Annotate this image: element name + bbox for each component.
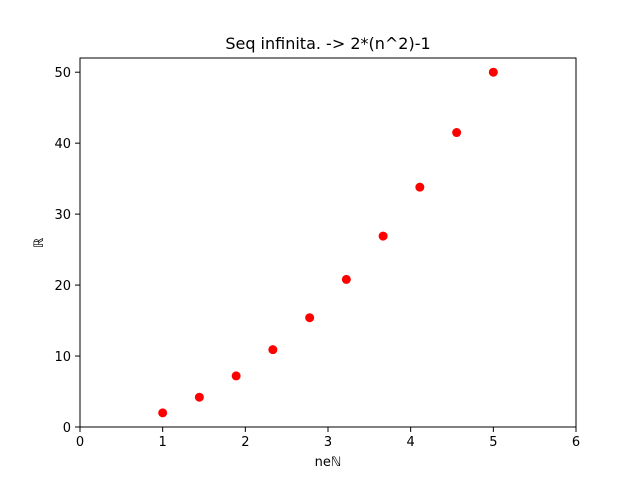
- axis-ticks: 0 1 2 3 4 5 6 0 10 20 30 40 50: [54, 66, 580, 450]
- y-tick-label: 30: [54, 208, 71, 223]
- data-point: [268, 345, 278, 355]
- x-tick-label: 5: [489, 435, 497, 450]
- data-point: [194, 392, 204, 402]
- plot-area: [79, 57, 577, 428]
- data-point: [341, 274, 351, 284]
- data-points: [158, 67, 498, 418]
- x-tick-label: 3: [324, 435, 332, 450]
- plot-frame: [79, 57, 577, 428]
- data-point: [452, 128, 462, 138]
- x-tick-label: 2: [241, 435, 249, 450]
- data-point: [158, 408, 168, 418]
- data-point: [231, 371, 241, 381]
- chart-title: Seq infinita. -> 2*(n^2)-1: [225, 34, 430, 53]
- y-tick-label: 50: [54, 66, 71, 81]
- data-point: [305, 313, 315, 323]
- y-tick-label: 10: [54, 350, 71, 365]
- y-tick-label: 0: [63, 421, 71, 436]
- y-tick-label: 40: [54, 137, 71, 152]
- x-tick-label: 0: [76, 435, 84, 450]
- x-axis-label: neℕ: [315, 455, 342, 470]
- y-axis-label: ℝ: [32, 237, 47, 248]
- y-tick-label: 20: [54, 279, 71, 294]
- x-tick-label: 4: [407, 435, 415, 450]
- x-tick-label: 6: [572, 435, 580, 450]
- x-tick-label: 1: [159, 435, 167, 450]
- data-point: [415, 182, 425, 192]
- data-point: [488, 67, 498, 77]
- data-point: [378, 231, 388, 241]
